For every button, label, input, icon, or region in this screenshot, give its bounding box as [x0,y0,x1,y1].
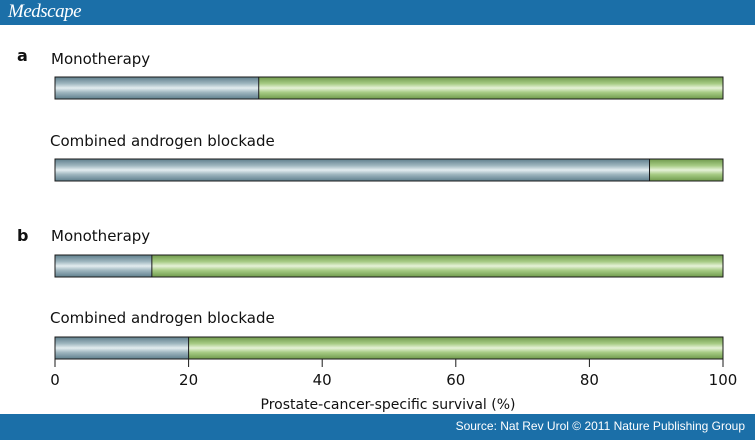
x-tick-label: 60 [446,371,465,389]
medscape-logo[interactable]: Medscape [8,1,82,22]
footer-bar: Source: Nat Rev Urol © 2011 Nature Publi… [0,414,755,440]
x-tick-label: 80 [580,371,599,389]
bar-category-label: Combined androgen blockade [50,309,275,327]
bar-category-label: Monotherapy [51,227,150,245]
x-tick-label: 0 [50,371,60,389]
x-axis-label: Prostate-cancer-specific survival (%) [261,397,516,413]
x-tick-label: 20 [179,371,198,389]
source-credit: Source: Nat Rev Urol © 2011 Nature Publi… [455,419,745,433]
bar-segment-blue [55,255,152,277]
bar-segment-green [258,77,723,99]
bar-category-label: Monotherapy [51,50,150,68]
bar-outline [54,158,724,182]
x-tick-label: 40 [313,371,332,389]
header-bar: Medscape [0,0,755,25]
bar-segment-blue [55,337,189,359]
bar-outline [54,254,724,278]
bar-segment-green [649,159,723,181]
x-tick-label: 100 [709,371,738,389]
bar-segment-green [151,255,724,277]
bar-segment-green [188,337,724,359]
bar-outline [54,336,724,360]
survival-chart: a Monotherapy Combined androgen blockade b M… [17,46,738,413]
bar-category-label: Combined androgen blockade [50,132,275,150]
panel-label: a [17,46,28,65]
bar-outline [54,76,724,100]
bar-segment-blue [55,77,259,99]
bar-segment-blue [55,159,650,181]
panel-label: b [17,226,28,245]
